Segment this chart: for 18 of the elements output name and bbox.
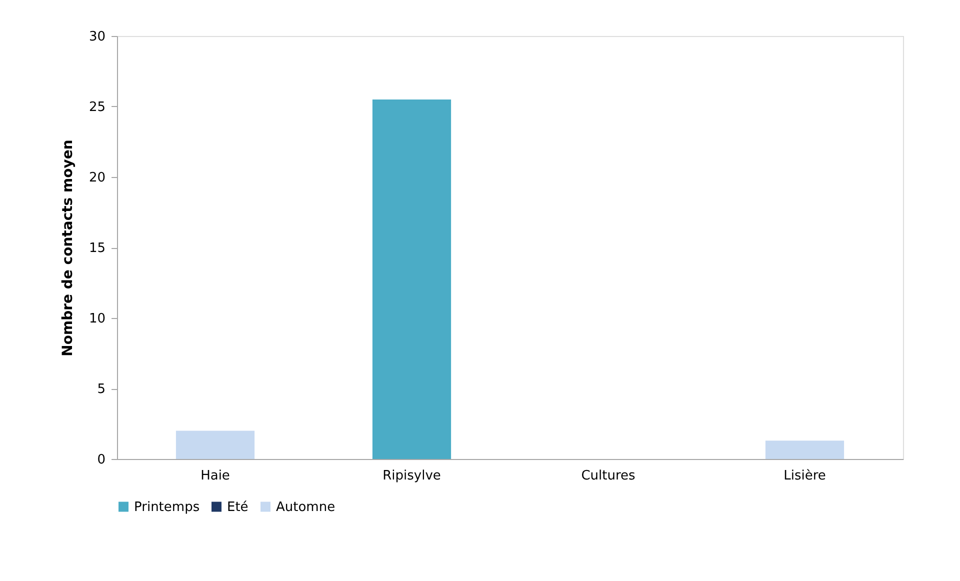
legend-label: Printemps bbox=[134, 500, 200, 515]
y-tick-label: 0 bbox=[97, 452, 106, 468]
x-tick-label: Haie bbox=[200, 468, 230, 484]
y-tick-label: 10 bbox=[88, 312, 106, 326]
y-tick-label: 25 bbox=[88, 100, 106, 115]
x-tick-label: Lisière bbox=[784, 468, 826, 484]
bar bbox=[765, 440, 844, 459]
y-tick-label: 20 bbox=[88, 170, 106, 186]
x-tick-label: Cultures bbox=[581, 468, 636, 484]
y-tick-label: 5 bbox=[97, 382, 106, 397]
x-tick-label: Ripisylve bbox=[382, 468, 441, 484]
y-tick-label: 30 bbox=[88, 30, 106, 44]
y-axis-title: Nombre de contacts moyen bbox=[60, 140, 76, 356]
legend-label: Automne bbox=[276, 500, 336, 515]
bar bbox=[176, 430, 255, 459]
legend-label: Eté bbox=[227, 500, 248, 515]
bar bbox=[372, 99, 452, 459]
y-tick-label: 15 bbox=[88, 241, 106, 256]
